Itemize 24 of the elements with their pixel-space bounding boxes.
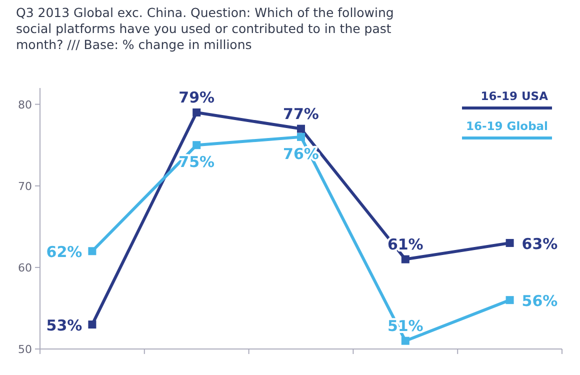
data-label: 62% — [46, 243, 82, 262]
data-label: 79% — [178, 88, 215, 106]
point — [88, 320, 96, 329]
point — [192, 141, 201, 150]
data-label: 63% — [522, 234, 558, 253]
data-label: 56% — [522, 292, 558, 310]
point — [88, 247, 96, 256]
data-label: 75% — [178, 153, 215, 172]
chart-title: Q3 2013 Global exc. China. Question: Which of the following social platforms have you used or contributed to in the past month? /// Base: % change in millions — [16, 5, 394, 52]
text: 16-19 USA — [480, 89, 548, 103]
point — [192, 108, 201, 116]
point — [506, 296, 514, 304]
data-label: 53% — [46, 316, 82, 335]
point — [297, 124, 305, 133]
data-label: 77% — [283, 104, 319, 123]
point — [506, 238, 514, 247]
point — [401, 255, 410, 264]
point — [297, 132, 305, 141]
y-tick-label: 60 — [18, 261, 32, 274]
text: 16-19 Global — [466, 119, 548, 133]
y-tick-label: 80 — [18, 98, 32, 112]
y-tick-label: 50 — [18, 343, 32, 356]
point — [401, 336, 410, 345]
y-tick-label: 70 — [18, 180, 32, 193]
